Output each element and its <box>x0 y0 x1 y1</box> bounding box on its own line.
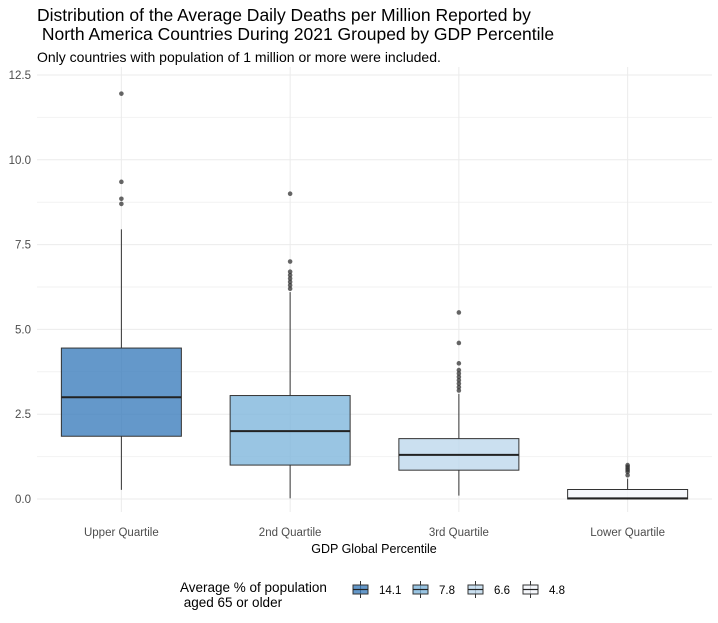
outlier-point <box>456 361 462 366</box>
grid-lines <box>37 67 712 512</box>
outlier-point <box>456 340 462 346</box>
outlier-point <box>119 91 124 96</box>
outlier-point <box>119 196 124 202</box>
y-tick-label: 7.5 <box>15 240 31 252</box>
legend-keys: 14.1 7.8 6.6 4.8 <box>352 581 565 598</box>
y-tick-label: 0.0 <box>15 494 31 506</box>
x-tick-label: Upper Quartile <box>84 527 159 539</box>
outlier-point <box>287 286 293 291</box>
outlier-point <box>456 384 462 390</box>
legend-label: 14.1 <box>379 585 401 597</box>
legend: Average % of population aged 65 or older… <box>180 580 565 610</box>
x-tick-label: 2nd Quartile <box>259 527 322 539</box>
outlier-point <box>287 276 293 281</box>
y-tick-label: 10.0 <box>9 155 31 167</box>
box-1 <box>60 91 182 490</box>
box-3 <box>398 310 520 496</box>
outlier-point <box>287 283 293 288</box>
chart-title: Distribution of the Average Daily Deaths… <box>37 6 554 44</box>
outlier-point <box>287 269 293 275</box>
outlier-point <box>287 191 293 197</box>
x-axis-title: GDP Global Percentile <box>311 542 437 556</box>
chart-title-line-1: Distribution of the Average Daily Deaths… <box>37 5 531 25</box>
y-axis-ticks: 0.0 2.5 5.0 7.5 10.0 12.5 <box>9 70 31 506</box>
outlier-point <box>287 272 293 278</box>
outlier-point <box>287 259 293 264</box>
outlier-point <box>456 367 462 373</box>
outlier-point <box>456 371 462 376</box>
chart-title-line-2: North America Countries During 2021 Grou… <box>37 24 555 44</box>
legend-label: 6.6 <box>494 585 510 597</box>
legend-label: 7.8 <box>439 585 455 597</box>
box-rect <box>60 347 182 437</box>
outlier-point <box>456 374 462 380</box>
outlier-point <box>625 462 630 468</box>
outlier-point <box>456 310 462 315</box>
legend-key-2: 7.8 <box>412 581 455 598</box>
box-4 <box>567 462 689 500</box>
box-2 <box>229 191 351 499</box>
outlier-point <box>456 377 462 383</box>
outlier-point <box>456 381 462 386</box>
outlier-point <box>119 179 124 185</box>
legend-title-line-1: Average % of population <box>180 580 327 595</box>
outlier-point <box>119 201 124 207</box>
y-tick-label: 5.0 <box>15 324 31 336</box>
legend-key-1: 14.1 <box>352 581 401 598</box>
outlier-point <box>456 388 462 393</box>
chart-subtitle: Only countries with population of 1 mill… <box>37 49 441 65</box>
legend-key-4: 4.8 <box>522 581 565 598</box>
legend-label: 4.8 <box>549 585 565 597</box>
y-tick-label: 12.5 <box>9 70 31 82</box>
outlier-point <box>625 472 630 478</box>
outlier-point <box>287 279 293 285</box>
y-tick-label: 2.5 <box>15 409 31 421</box>
boxes <box>60 91 689 500</box>
legend-key-3: 6.6 <box>467 581 510 598</box>
x-tick-label: Lower Quartile <box>590 527 665 539</box>
x-axis-ticks: Upper Quartile 2nd Quartile 3rd Quartile Lo… <box>84 527 665 539</box>
x-tick-label: 3rd Quartile <box>429 527 489 539</box>
legend-title-line-2: aged 65 or older <box>180 595 283 610</box>
